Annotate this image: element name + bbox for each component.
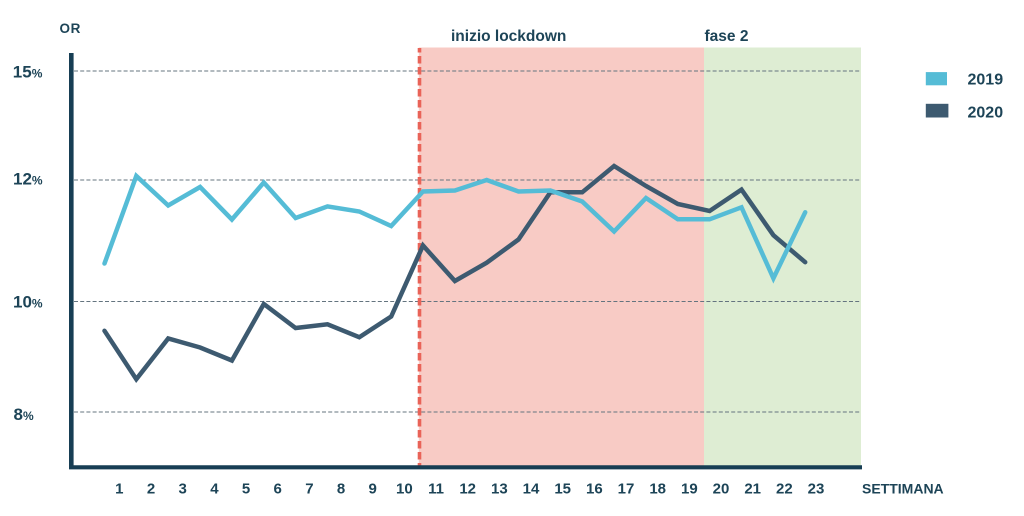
svg-text:3: 3 — [179, 481, 187, 498]
svg-text:18: 18 — [649, 481, 666, 498]
svg-text:13: 13 — [491, 481, 508, 498]
svg-text:10: 10 — [396, 481, 413, 498]
svg-text:inizio lockdown: inizio lockdown — [451, 28, 566, 45]
svg-text:15: 15 — [554, 481, 571, 498]
svg-text:21: 21 — [744, 481, 761, 498]
svg-text:9: 9 — [369, 481, 377, 498]
svg-text:22: 22 — [776, 481, 793, 498]
svg-text:20: 20 — [713, 481, 730, 498]
svg-text:12: 12 — [459, 481, 476, 498]
svg-text:2020: 2020 — [968, 104, 1004, 121]
svg-text:2019: 2019 — [968, 72, 1004, 89]
svg-text:OR: OR — [60, 21, 81, 36]
svg-text:8: 8 — [337, 481, 345, 498]
svg-text:7: 7 — [305, 481, 313, 498]
svg-text:2: 2 — [147, 481, 155, 498]
svg-text:14: 14 — [523, 481, 540, 498]
svg-text:8%: 8% — [14, 405, 34, 424]
svg-text:6: 6 — [274, 481, 282, 498]
svg-text:fase 2: fase 2 — [705, 28, 749, 45]
svg-text:4: 4 — [210, 481, 219, 498]
svg-text:11: 11 — [428, 481, 444, 498]
svg-text:16: 16 — [586, 481, 603, 498]
svg-text:1: 1 — [115, 481, 123, 498]
svg-text:19: 19 — [681, 481, 698, 498]
svg-text:5: 5 — [242, 481, 250, 498]
svg-text:23: 23 — [808, 481, 825, 498]
svg-text:10%: 10% — [13, 293, 43, 312]
svg-text:12%: 12% — [13, 170, 43, 189]
svg-text:SETTIMANA: SETTIMANA — [862, 481, 944, 497]
svg-text:15%: 15% — [13, 63, 43, 82]
svg-text:17: 17 — [618, 481, 635, 498]
